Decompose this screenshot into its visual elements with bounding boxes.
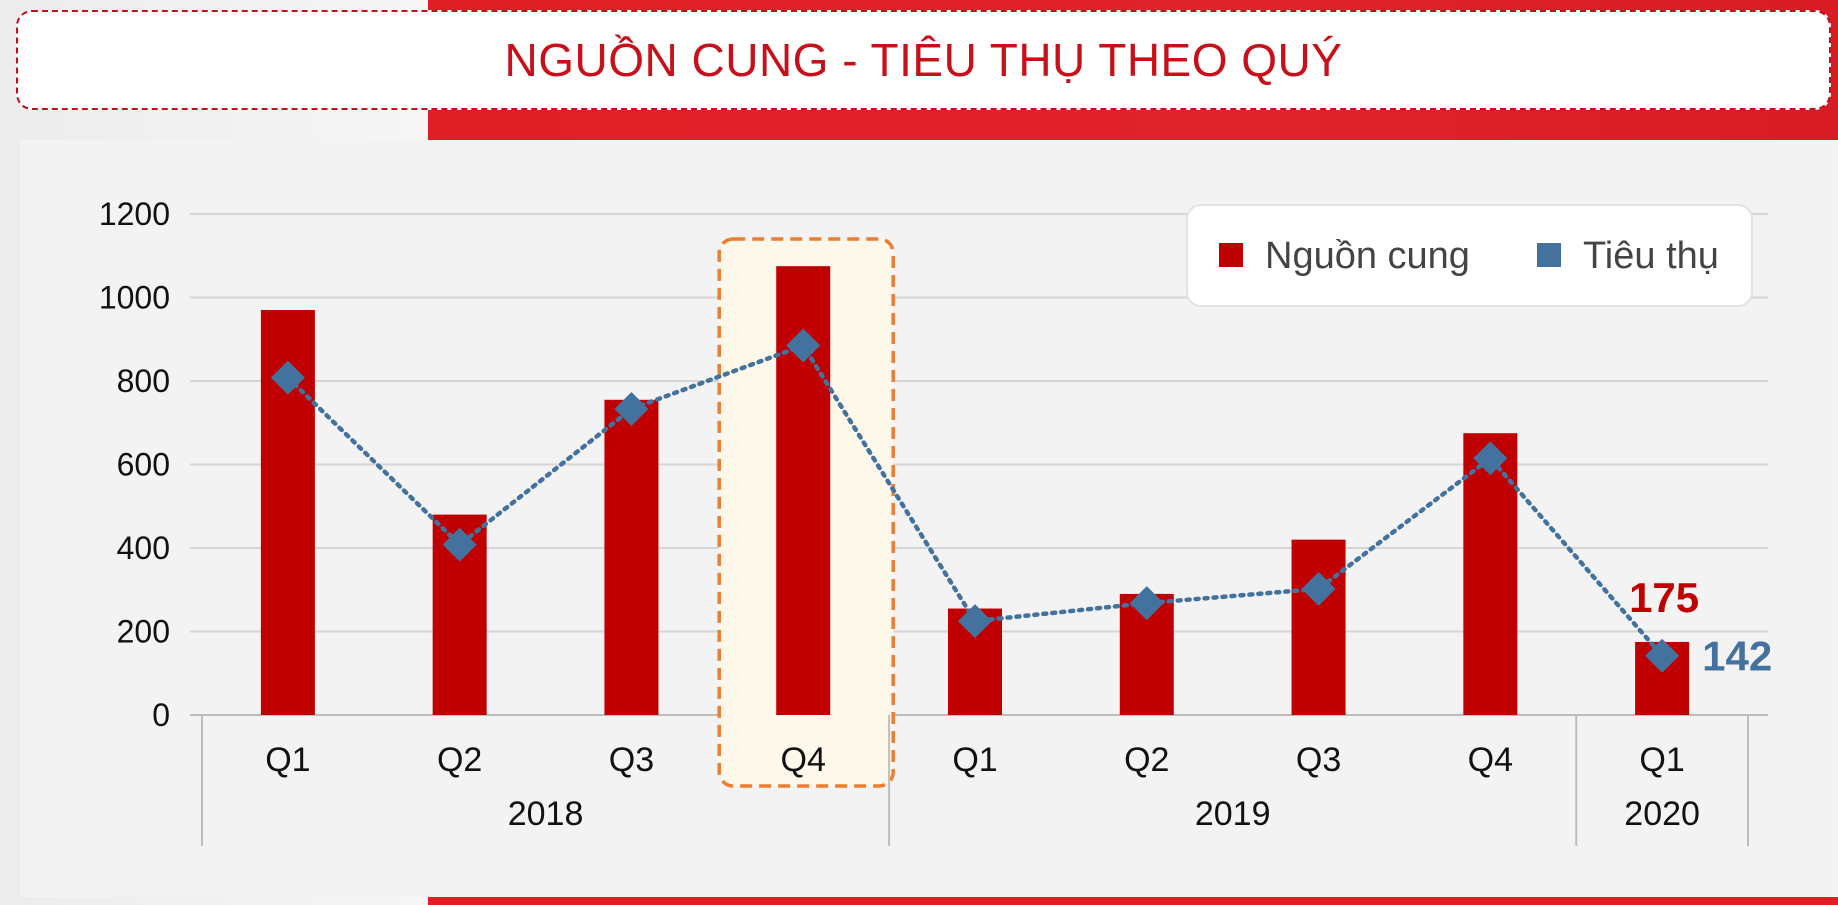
- consumption-data-label: 142: [1702, 633, 1772, 680]
- x-tick-label: Q2: [437, 741, 482, 779]
- legend-box: [1186, 204, 1753, 307]
- supply-bar: [1463, 433, 1518, 715]
- consumption-point: [442, 527, 477, 562]
- group-label: 2018: [508, 795, 584, 833]
- consumption-point: [1473, 441, 1508, 476]
- y-tick-label: 400: [117, 530, 170, 566]
- x-tick-label: Q3: [609, 741, 654, 779]
- y-tick-label: 1200: [99, 196, 170, 232]
- supply-data-label: 175: [1629, 574, 1699, 621]
- y-tick-label: 200: [117, 614, 170, 650]
- consumption-point: [270, 360, 305, 395]
- y-tick-label: 1000: [99, 280, 170, 316]
- page-title: NGUỒN CUNG - TIÊU THỤ THEO QUÝ: [504, 34, 1343, 86]
- x-tick-label: Q2: [1124, 741, 1169, 779]
- x-tick-label: Q4: [781, 741, 826, 779]
- y-tick-label: 0: [152, 697, 170, 733]
- legend-swatch-supply: [1219, 243, 1243, 267]
- legend-swatch-consumption: [1537, 243, 1561, 267]
- supply-bar: [604, 399, 659, 715]
- y-tick-label: 600: [117, 447, 170, 483]
- consumption-point: [614, 391, 649, 426]
- x-tick-label: Q1: [952, 741, 997, 779]
- footer-red-band: [428, 897, 1838, 905]
- title-box: NGUỒN CUNG - TIÊU THỤ THEO QUÝ: [16, 10, 1831, 110]
- consumption-point: [1301, 571, 1336, 606]
- consumption-point: [958, 604, 992, 639]
- legend-label-consumption: Tiêu thụ: [1583, 235, 1719, 277]
- x-tick-label: Q3: [1296, 741, 1341, 779]
- x-tick-label: Q1: [1639, 741, 1684, 779]
- group-label: 2019: [1195, 795, 1271, 833]
- supply-bar: [1291, 539, 1346, 715]
- consumption-point: [786, 328, 821, 363]
- y-tick-label: 800: [117, 363, 170, 399]
- supply-consumption-chart: 0 200 400 600 800 1000 1200 2018 2019 2020 Q1 Q2 Q3 Q…: [99, 196, 1772, 846]
- chart-area: 0 200 400 600 800 1000 1200 2018 2019 2020 Q1 Q2 Q3 Q…: [20, 140, 1830, 897]
- legend-label-supply: Nguồn cung: [1265, 235, 1470, 277]
- x-tick-label: Q1: [265, 741, 310, 779]
- x-tick-label: Q4: [1468, 741, 1513, 779]
- group-label: 2020: [1624, 795, 1700, 833]
- consumption-point: [1129, 586, 1164, 621]
- consumption-point: [1645, 638, 1680, 673]
